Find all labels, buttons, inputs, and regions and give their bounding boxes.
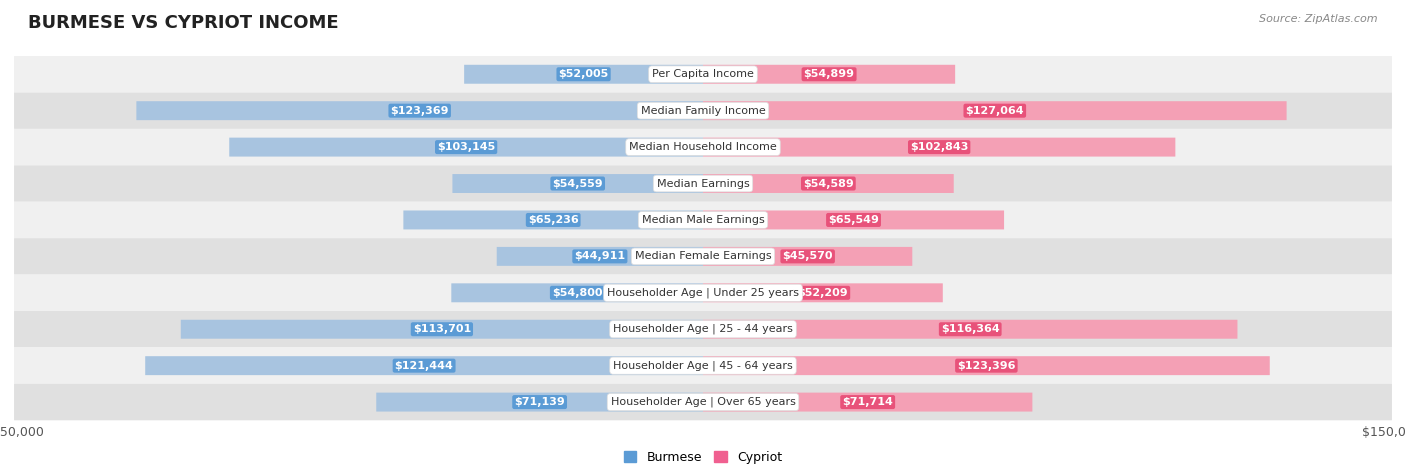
Text: $102,843: $102,843 (910, 142, 969, 152)
Text: Householder Age | Under 25 years: Householder Age | Under 25 years (607, 288, 799, 298)
Text: $65,549: $65,549 (828, 215, 879, 225)
FancyBboxPatch shape (14, 129, 1392, 165)
Text: $54,899: $54,899 (804, 69, 855, 79)
FancyBboxPatch shape (14, 92, 1392, 129)
FancyBboxPatch shape (14, 275, 1392, 311)
FancyBboxPatch shape (703, 174, 953, 193)
Text: $54,589: $54,589 (803, 178, 853, 189)
FancyBboxPatch shape (14, 56, 1392, 92)
FancyBboxPatch shape (14, 238, 1392, 275)
FancyBboxPatch shape (145, 356, 703, 375)
Text: Median Male Earnings: Median Male Earnings (641, 215, 765, 225)
Text: Median Female Earnings: Median Female Earnings (634, 251, 772, 262)
Text: $44,911: $44,911 (574, 251, 626, 262)
Legend: Burmese, Cypriot: Burmese, Cypriot (619, 446, 787, 467)
Text: Householder Age | 25 - 44 years: Householder Age | 25 - 44 years (613, 324, 793, 334)
Text: $123,369: $123,369 (391, 106, 449, 116)
Text: BURMESE VS CYPRIOT INCOME: BURMESE VS CYPRIOT INCOME (28, 14, 339, 32)
Text: Median Family Income: Median Family Income (641, 106, 765, 116)
FancyBboxPatch shape (451, 283, 703, 302)
Text: Median Household Income: Median Household Income (628, 142, 778, 152)
Text: Householder Age | Over 65 years: Householder Age | Over 65 years (610, 397, 796, 407)
Text: $54,559: $54,559 (553, 178, 603, 189)
FancyBboxPatch shape (703, 393, 1032, 411)
Text: $71,139: $71,139 (515, 397, 565, 407)
FancyBboxPatch shape (703, 356, 1270, 375)
FancyBboxPatch shape (703, 320, 1237, 339)
Text: Median Earnings: Median Earnings (657, 178, 749, 189)
FancyBboxPatch shape (703, 247, 912, 266)
FancyBboxPatch shape (496, 247, 703, 266)
FancyBboxPatch shape (703, 138, 1175, 156)
Text: $116,364: $116,364 (941, 324, 1000, 334)
Text: Per Capita Income: Per Capita Income (652, 69, 754, 79)
Text: $52,005: $52,005 (558, 69, 609, 79)
FancyBboxPatch shape (14, 311, 1392, 347)
Text: $45,570: $45,570 (782, 251, 832, 262)
FancyBboxPatch shape (229, 138, 703, 156)
FancyBboxPatch shape (703, 65, 955, 84)
Text: $52,209: $52,209 (797, 288, 848, 298)
FancyBboxPatch shape (136, 101, 703, 120)
FancyBboxPatch shape (14, 384, 1392, 420)
FancyBboxPatch shape (14, 202, 1392, 238)
Text: $113,701: $113,701 (413, 324, 471, 334)
FancyBboxPatch shape (14, 165, 1392, 202)
Text: $123,396: $123,396 (957, 361, 1015, 371)
Text: $103,145: $103,145 (437, 142, 495, 152)
Text: $65,236: $65,236 (527, 215, 578, 225)
FancyBboxPatch shape (464, 65, 703, 84)
FancyBboxPatch shape (14, 347, 1392, 384)
Text: $54,800: $54,800 (553, 288, 602, 298)
Text: Source: ZipAtlas.com: Source: ZipAtlas.com (1260, 14, 1378, 24)
Text: $71,714: $71,714 (842, 397, 893, 407)
FancyBboxPatch shape (703, 101, 1286, 120)
Text: $127,064: $127,064 (966, 106, 1024, 116)
FancyBboxPatch shape (453, 174, 703, 193)
FancyBboxPatch shape (404, 211, 703, 229)
FancyBboxPatch shape (703, 283, 943, 302)
FancyBboxPatch shape (377, 393, 703, 411)
FancyBboxPatch shape (181, 320, 703, 339)
FancyBboxPatch shape (703, 211, 1004, 229)
Text: Householder Age | 45 - 64 years: Householder Age | 45 - 64 years (613, 361, 793, 371)
Text: $121,444: $121,444 (395, 361, 454, 371)
